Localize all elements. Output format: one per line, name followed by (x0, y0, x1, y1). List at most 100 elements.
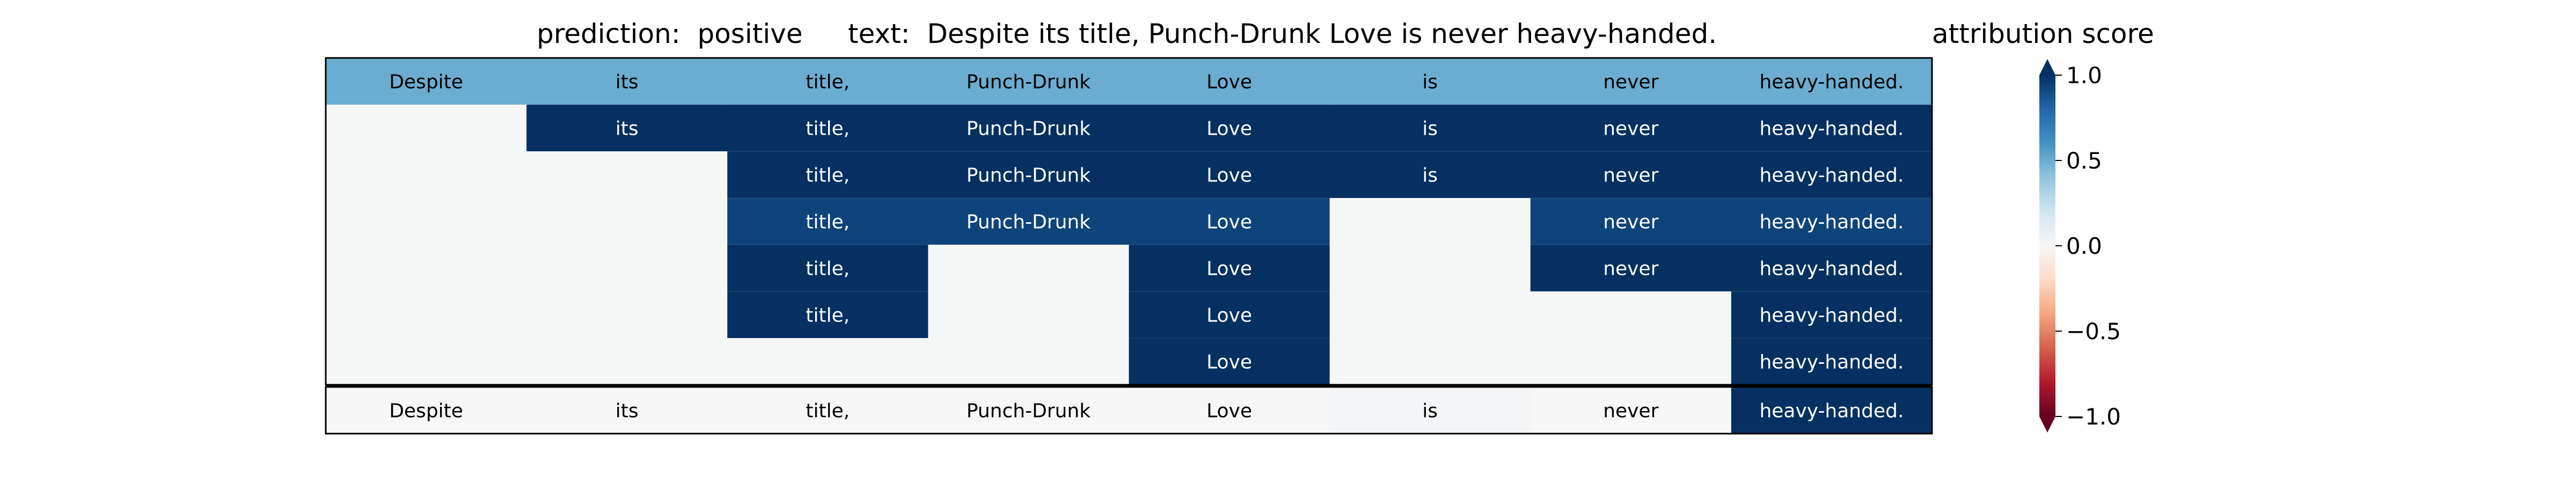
summary-row-cell-label: Love (1206, 400, 1252, 422)
colorbar-extend-min (2039, 416, 2055, 433)
heatmap-row-5-cell-label: title, (806, 305, 850, 327)
heatmap-row-6-cell (727, 338, 928, 385)
heatmap-row-2-cell (1731, 151, 1933, 199)
heatmap-row-4-cell-label: heavy-handed. (1759, 258, 1904, 280)
heatmap-row-5-cell-label: heavy-handed. (1759, 305, 1904, 327)
heatmap-row-0-cell (727, 58, 928, 105)
heatmap-row-2-cell-label: Punch-Drunk (967, 165, 1091, 187)
heatmap-row-2-cell-label: heavy-handed. (1759, 165, 1904, 187)
heatmap-row-3-cell (1129, 198, 1330, 245)
heatmap-row-6-cell-label: heavy-handed. (1759, 352, 1904, 374)
heatmap-row-2-cell (1530, 151, 1732, 199)
heatmap-row-3-cell (326, 198, 527, 245)
heatmap-row-1-cell (326, 105, 527, 152)
heatmap-row-0-cell (1129, 58, 1330, 105)
heatmap-row-4-cell (928, 245, 1129, 292)
heatmap-row-3-cell (526, 198, 728, 245)
heatmap-row-6-cell (526, 338, 728, 385)
heatmap-row-6-cell-label: Love (1206, 352, 1252, 374)
colorbar-tick-label: 0.5 (2066, 148, 2102, 174)
summary-row-cell (1329, 387, 1531, 434)
heatmap-row-1-cell (1530, 105, 1732, 152)
heatmap-row-5-cell (1731, 291, 1933, 339)
heatmap-row-4-cell-label: Love (1206, 258, 1252, 280)
summary-row-cell-label: heavy-handed. (1759, 400, 1904, 422)
colorbar-gradient (2039, 75, 2055, 416)
heatmap-row-3-cell-label: Love (1206, 211, 1252, 233)
heatmap-row-5-cell (326, 291, 527, 339)
heatmap-row-3-cell-label: never (1603, 211, 1658, 233)
prediction-title: prediction: positive (537, 18, 803, 49)
summary-row-cell-label: Punch-Drunk (967, 400, 1091, 422)
summary-row-cell (1731, 387, 1933, 434)
summary-row-cell (526, 387, 728, 434)
colorbar-extend-max (2039, 59, 2055, 75)
colorbar-tick-label: −1.0 (2066, 404, 2121, 430)
heatmap-row-2-cell (326, 151, 527, 199)
heatmap-row-1-cell (526, 105, 728, 152)
summary-frame (325, 386, 1933, 435)
heatmap-row-4-cell (1329, 245, 1531, 292)
colorbar-tick-label: 0.0 (2066, 233, 2102, 259)
heatmap-row-3-cell (727, 198, 928, 245)
heatmap-row-0-cell-label: Despite (389, 71, 463, 93)
heatmap-row-2-cell (928, 151, 1129, 199)
summary-row-cell-label: its (616, 400, 639, 422)
heatmap-row-6-cell (928, 338, 1129, 385)
heatmap-row-0-cell-label: title, (806, 71, 850, 93)
heatmap-row-1-cell (928, 105, 1129, 152)
heatmap-row-2-cell (727, 151, 928, 199)
summary-row-cell-label: title, (806, 400, 850, 422)
heatmap-row-0-cell-label: its (616, 71, 639, 93)
heatmap-row-0-cell (326, 58, 527, 105)
heatmap-row-6-cell (1731, 338, 1933, 385)
heatmap-row-1-cell-label: Punch-Drunk (967, 118, 1091, 140)
heatmap-row-6-cell (326, 338, 527, 385)
heatmap-row-1-cell-label: title, (806, 118, 850, 140)
heatmap-row-6-cell (1530, 338, 1732, 385)
heatmap-row-2-cell-label: is (1422, 165, 1438, 187)
heatmap-row-3-cell (928, 198, 1129, 245)
summary-row-cell (928, 387, 1129, 434)
summary-row-cell (727, 387, 928, 434)
heatmap-row-5-cell (1530, 291, 1732, 339)
heatmap-row-5-cell-label: Love (1206, 305, 1252, 327)
attribution-heatmap: Despite its title, Punch-Drunk Love is never he… (325, 57, 1933, 435)
heatmap-row-0-cell (1329, 58, 1531, 105)
summary-row-cell-label: Despite (389, 400, 463, 422)
heatmap-row-2-cell-label: title, (806, 165, 850, 187)
heatmap-row-4-cell-label: never (1603, 258, 1658, 280)
heatmap-row-6-cell (1329, 338, 1531, 385)
heatmap-row-1-cell-label: its (616, 118, 639, 140)
heatmap-row-1-cell (1329, 105, 1531, 152)
heatmap-row-5-cell (526, 291, 728, 339)
heatmap-row-5-cell (1329, 291, 1531, 339)
colorbar: 1.0 0.5 0.0 −0.5 −1.0 (2039, 59, 2121, 433)
summary-row-cell (326, 387, 527, 434)
heatmap-row-0-cell-label: never (1603, 71, 1658, 93)
heatmap-row-5-cell (1129, 291, 1330, 339)
colorbar-tick-label: 1.0 (2066, 62, 2102, 89)
heatmap-row-4-cell (1129, 245, 1330, 292)
heatmap-row-2-cell (1129, 151, 1330, 199)
heatmap-row-4-cell (526, 245, 728, 292)
heatmap-row-1-cell (1731, 105, 1933, 152)
heatmap-row-1-cell-label: heavy-handed. (1759, 118, 1904, 140)
summary-row-cell (1530, 387, 1732, 434)
text-title: text: Despite its title, Punch-Drunk Lov… (848, 18, 1717, 49)
heatmap-row-0-cell (526, 58, 728, 105)
heatmap-row-1-cell-label: is (1422, 118, 1438, 140)
heatmap-row-4-cell (1731, 245, 1933, 292)
summary-row-cell (1129, 387, 1330, 434)
heatmap-row-1-cell (727, 105, 928, 152)
heatmap-row-0-cell (1530, 58, 1732, 105)
heatmap-row-3-cell-label: title, (806, 211, 850, 233)
heatmap-row-2-cell (1329, 151, 1531, 199)
heatmap-row-2-cell (526, 151, 728, 199)
heatmap-row-5-cell (727, 291, 928, 339)
colorbar-tick-label: −0.5 (2066, 318, 2121, 345)
colorbar-label: attribution score (1932, 18, 2154, 49)
heatmap-row-1-cell-label: never (1603, 118, 1658, 140)
heatmap-row-3-cell-label: Punch-Drunk (967, 211, 1091, 233)
